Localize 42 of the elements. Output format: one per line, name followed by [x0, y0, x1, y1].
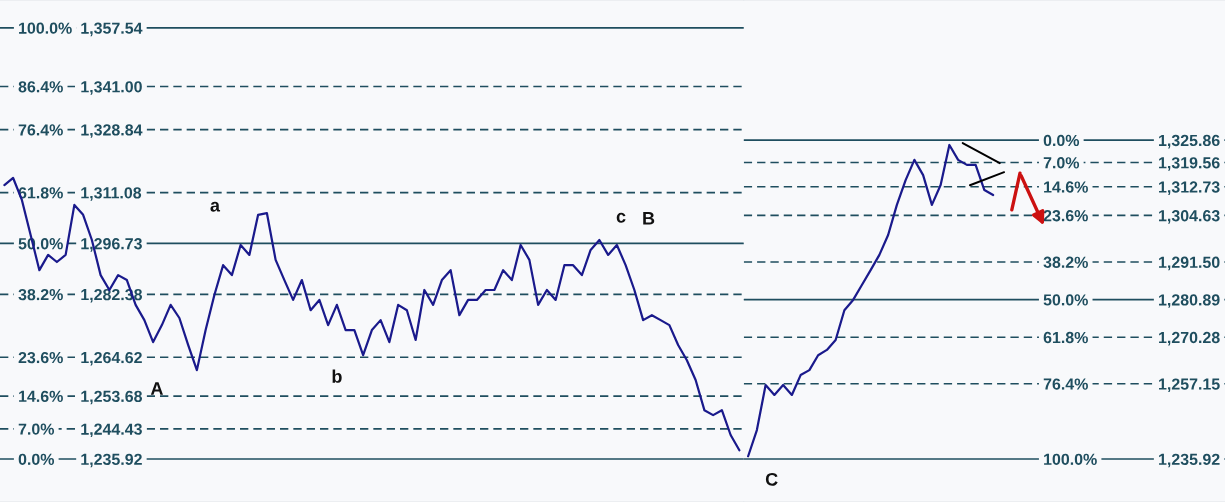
y2-tick-label: 100.0% [19, 22, 72, 34]
y-tick-label: 1,270.28 [1159, 331, 1220, 346]
y2-tick-label: 0.0% [1043, 134, 1080, 147]
y2-tick-label: 0.0% [18, 453, 55, 465]
line-series [747, 143, 995, 458]
y-tick-label: 1,312.73 [1159, 181, 1220, 195]
y2-tick-label: 7.0% [1043, 157, 1080, 169]
y2-tick-label: 7.0% [18, 423, 55, 435]
y-tick-label: 1,328.84 [81, 124, 143, 138]
y-tick-label: 1,253.68 [81, 390, 143, 405]
y2-tick-label: 38.2% [1043, 256, 1088, 268]
annotation: b [332, 369, 342, 383]
y-tick-label: 1,311.08 [81, 187, 142, 201]
y-tick-label: 1,280.89 [1159, 294, 1220, 308]
y2-tick-label: 23.6% [18, 351, 63, 364]
y-tick-label: 1,244.43 [81, 423, 142, 438]
y2-tick-label: 14.6% [1044, 181, 1088, 193]
annotation: A [150, 382, 163, 395]
y-tick-label: 1,257.15 [1159, 378, 1220, 393]
annotation: a [210, 201, 221, 212]
annotation: c [616, 212, 626, 223]
y-tick-label: 1,291.50 [1159, 256, 1220, 271]
line-series [3, 176, 741, 452]
y-tick-label: 1,341.00 [81, 81, 142, 95]
y-tick-label: 1,325.86 [1159, 134, 1220, 149]
y-tick-label: 1,319.56 [1159, 157, 1220, 171]
y2-tick-label: 76.4% [1043, 378, 1088, 390]
y-tick-label: 1,357.54 [81, 22, 143, 37]
y-tick-label: 1,304.63 [1159, 210, 1220, 224]
annotation: C [765, 472, 778, 486]
y-tick-label: 1,264.62 [81, 351, 142, 366]
y2-tick-label: 86.4% [18, 81, 63, 93]
y2-tick-label: 14.6% [19, 390, 63, 403]
y-tick-label: 1,235.92 [81, 453, 142, 468]
y2-tick-label: 38.2% [18, 288, 63, 301]
y2-tick-label: 61.8% [1043, 331, 1088, 344]
y2-tick-label: 50.0% [1043, 294, 1088, 306]
y2-tick-label: 23.6% [1043, 210, 1088, 222]
annotation: B [643, 212, 655, 225]
y2-tick-label: 76.4% [18, 124, 63, 136]
y2-tick-label: 100.0% [1044, 453, 1097, 465]
y-tick-label: 1,235.92 [1159, 453, 1220, 468]
